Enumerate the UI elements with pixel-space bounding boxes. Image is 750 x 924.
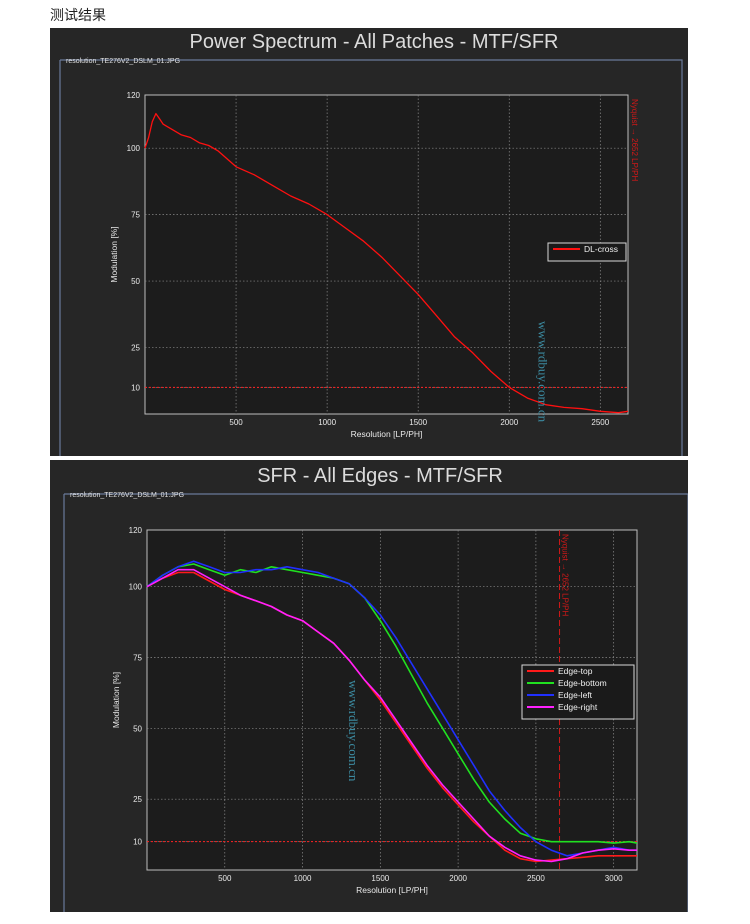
x-tick-label: 1000: [294, 874, 312, 883]
y-tick-label: 120: [129, 526, 143, 535]
series-line-dl-cross: [144, 112, 629, 414]
x-tick-label: 2000: [449, 874, 467, 883]
x-tick-label: 3000: [605, 874, 623, 883]
x-tick-label: 1500: [409, 418, 427, 427]
y-axis-label: Modulation [%]: [111, 672, 121, 728]
y-tick-label: 100: [129, 583, 143, 592]
y-tick-label: 50: [131, 277, 140, 286]
legend: Edge-top Edge-bottom Edge-left Edge-right: [521, 664, 635, 720]
y-tick-label: 10: [131, 383, 140, 392]
legend-box: [521, 664, 635, 720]
watermark: www.rdbuy.com.cn: [346, 680, 361, 782]
figure-frame: [63, 493, 688, 912]
sfr-edges-chart: SFR - All Edges - MTF/SFR resolution_TE27…: [63, 465, 688, 912]
watermark: www.rdbuy.com.cn: [535, 321, 550, 423]
x-tick-label: 2000: [500, 418, 518, 427]
legend-entry: Edge-left: [558, 690, 593, 700]
power-spectrum-panel: Power Spectrum - All Patches - MTF/SFR re…: [50, 28, 688, 456]
legend-entry: DL-cross: [584, 244, 618, 254]
series-line-edge-left: [146, 560, 637, 857]
chart-title: Power Spectrum - All Patches - MTF/SFR: [190, 31, 559, 53]
y-tick-label: 25: [133, 795, 142, 804]
y-tick-label: 100: [127, 144, 141, 153]
x-axis-label: Resolution [LP/PH]: [351, 429, 423, 439]
sfr-edges-panel: SFR - All Edges - MTF/SFR resolution_TE27…: [50, 460, 688, 912]
x-tick-label: 2500: [591, 418, 609, 427]
power-spectrum-chart: Power Spectrum - All Patches - MTF/SFR re…: [59, 31, 683, 456]
x-tick-label: 500: [229, 418, 243, 427]
y-tick-label: 120: [127, 91, 141, 100]
legend-box: [547, 242, 627, 262]
file-label: resolution_TE276V2_DSLM_01.JPG: [70, 492, 184, 499]
series-line-edge-bottom: [146, 563, 638, 844]
legend: DL-cross: [547, 242, 627, 262]
y-tick-label: 75: [133, 654, 142, 663]
file-label: resolution_TE276V2_DSLM_01.JPG: [66, 58, 180, 65]
x-tick-label: 1000: [318, 418, 336, 427]
y-tick-label: 75: [131, 211, 140, 220]
x-axis-label: Resolution [LP/PH]: [356, 885, 428, 895]
y-tick-label: 50: [133, 724, 142, 733]
legend-entry: Edge-right: [558, 702, 598, 712]
nyquist-label: Nyquist → 2652 LP/PH: [561, 534, 570, 616]
y-axis-label: Modulation [%]: [109, 226, 119, 282]
x-tick-label: 2500: [527, 874, 545, 883]
x-tick-label: 1500: [371, 874, 389, 883]
y-tick-label: 25: [131, 344, 140, 353]
legend-entry: Edge-bottom: [558, 678, 607, 688]
legend-entry: Edge-top: [558, 666, 593, 676]
series-line-edge-right: [146, 568, 637, 863]
page-heading: 测试结果: [50, 8, 106, 24]
x-tick-label: 500: [218, 874, 232, 883]
chart-title: SFR - All Edges - MTF/SFR: [257, 465, 503, 487]
figure-frame: [59, 59, 683, 456]
y-tick-label: 10: [133, 838, 142, 847]
nyquist-label: Nyquist → 2652 LP/PH: [630, 99, 639, 181]
